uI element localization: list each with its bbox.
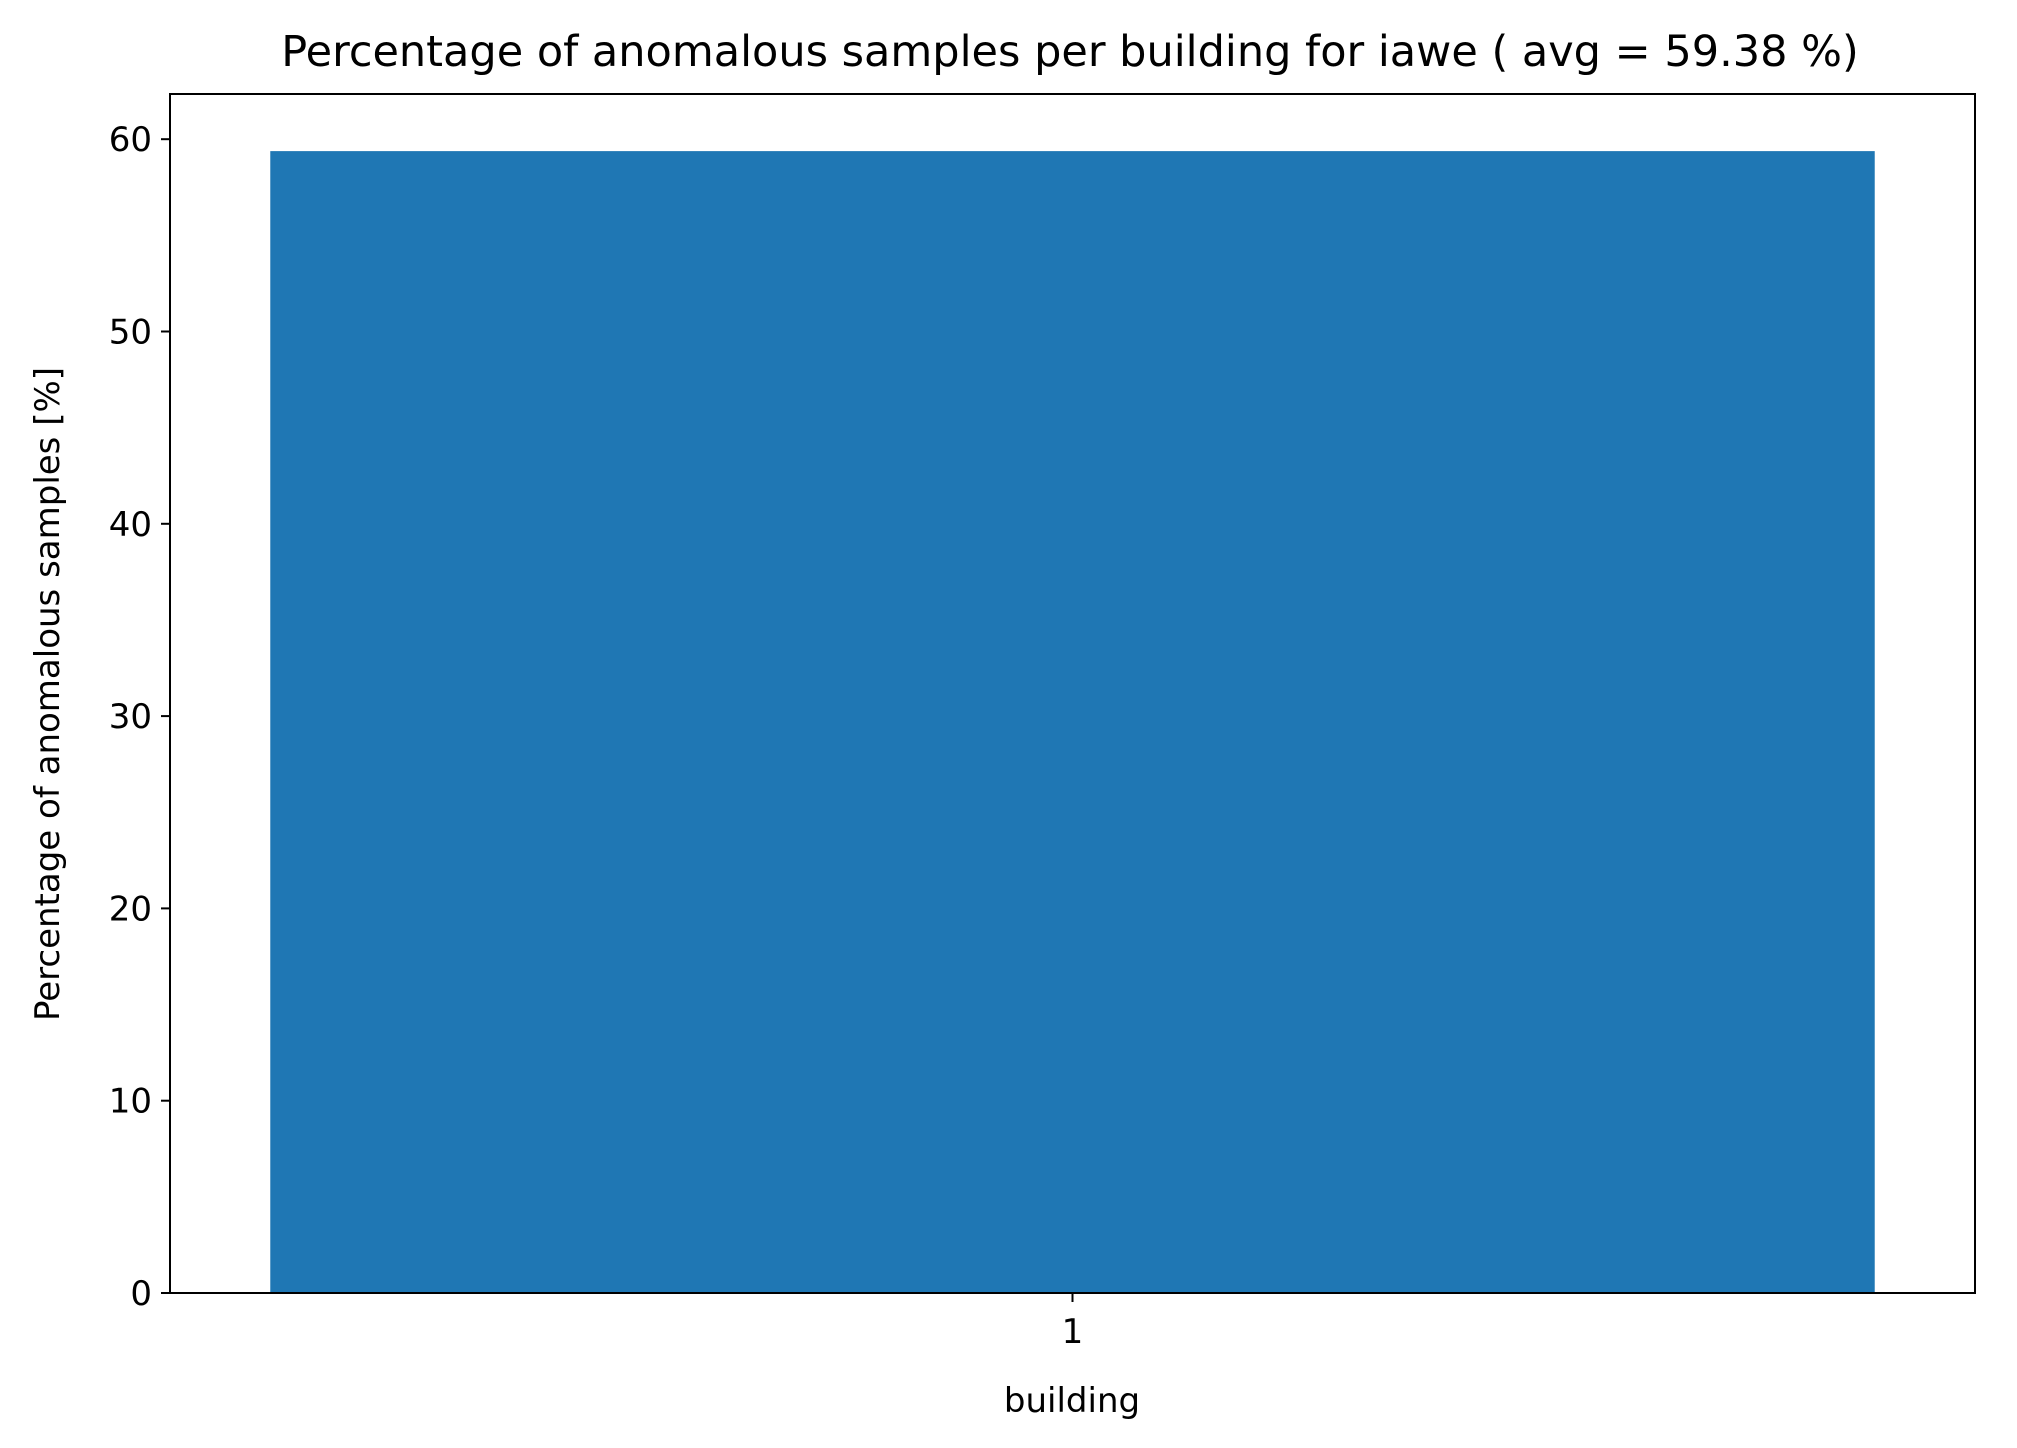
chart-title: Percentage of anomalous samples per buil… (281, 27, 1859, 77)
bars-layer (270, 151, 1875, 1294)
y-tick-label-30: 30 (109, 697, 152, 737)
y-tick-label-10: 10 (109, 1082, 152, 1122)
y-tick-label-0: 0 (130, 1274, 152, 1314)
y-tick-label-50: 50 (109, 312, 152, 352)
x-axis-label: building (1004, 1381, 1140, 1421)
y-tick-label-20: 20 (109, 889, 152, 929)
bar-1 (270, 151, 1875, 1294)
plot-area-frame (169, 93, 1976, 1294)
y-axis-ticks: 0 10 20 30 40 50 60 (109, 120, 170, 1314)
y-tick-label-60: 60 (109, 120, 152, 160)
x-tick-label-1: 1 (1062, 1312, 1084, 1352)
y-tick-label-40: 40 (109, 505, 152, 545)
y-axis-label: Percentage of anomalous samples [%] (28, 367, 68, 1021)
x-axis-ticks: 1 (1062, 1293, 1084, 1352)
